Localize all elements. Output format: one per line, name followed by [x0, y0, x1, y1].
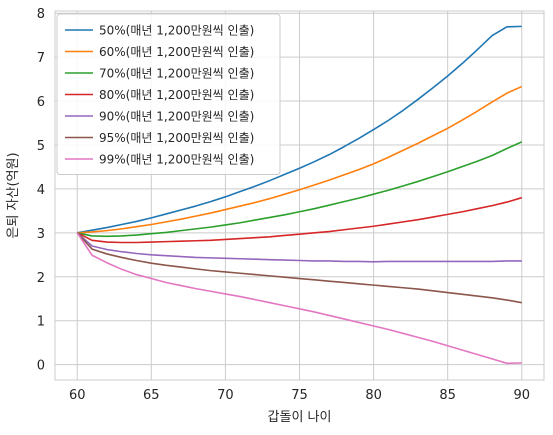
- y-tick-label: 6: [37, 95, 45, 110]
- y-tick-label: 5: [37, 139, 45, 154]
- series-line-2: [77, 85, 523, 234]
- series-lines: [76, 25, 523, 365]
- legend-label-5: 90%(매년 1,200만원씩 인출): [99, 110, 254, 124]
- legend: 50%(매년 1,200만원씩 인출) 60%(매년 1,200만원씩 인출) 70…: [56, 13, 281, 175]
- y-tick-label: 3: [37, 227, 45, 242]
- legend-label-7: 99%(매년 1,200만원씩 인출): [99, 153, 254, 167]
- legend-label-2: 60%(매년 1,200만원씩 인출): [99, 45, 254, 59]
- x-tick-label: 90: [513, 388, 530, 403]
- y-axis-ticks: 0 1 2 3 4 5 6 7 8: [37, 7, 45, 373]
- y-tick-label: 4: [37, 183, 45, 198]
- y-tick-label: 2: [37, 271, 45, 286]
- x-axis-title: 갑돌이 나이: [268, 410, 332, 425]
- series-line-3: [77, 141, 523, 238]
- y-tick-label: 1: [37, 315, 45, 330]
- x-axis-ticks: 60 65 70 75 80 85 90: [69, 388, 530, 403]
- x-tick-label: 75: [291, 388, 308, 403]
- y-axis-title: 은퇴 자산(억원): [6, 152, 21, 238]
- y-tick-label: 8: [37, 7, 45, 22]
- x-tick-label: 85: [439, 388, 456, 403]
- grid-lines: [55, 11, 544, 380]
- x-tick-label: 80: [365, 388, 382, 403]
- plot-frame: [54, 10, 545, 381]
- legend-label-6: 95%(매년 1,200만원씩 인출): [99, 131, 254, 145]
- series-line-4: [76, 196, 522, 244]
- legend-label-1: 50%(매년 1,200만원씩 인출): [99, 24, 254, 38]
- series-line-7: [76, 232, 522, 365]
- x-tick-label: 65: [143, 388, 160, 403]
- series-line-1: [77, 25, 522, 234]
- y-tick-label: 7: [37, 51, 45, 66]
- series-line-5: [76, 232, 522, 263]
- series-line-6: [76, 232, 522, 304]
- x-tick-label: 60: [69, 388, 86, 403]
- legend-box: [56, 13, 281, 175]
- x-tick-label: 70: [217, 388, 234, 403]
- y-tick-label: 0: [37, 359, 45, 374]
- legend-label-3: 70%(매년 1,200만원씩 인출): [99, 67, 254, 81]
- legend-label-4: 80%(매년 1,200만원씩 인출): [99, 88, 254, 102]
